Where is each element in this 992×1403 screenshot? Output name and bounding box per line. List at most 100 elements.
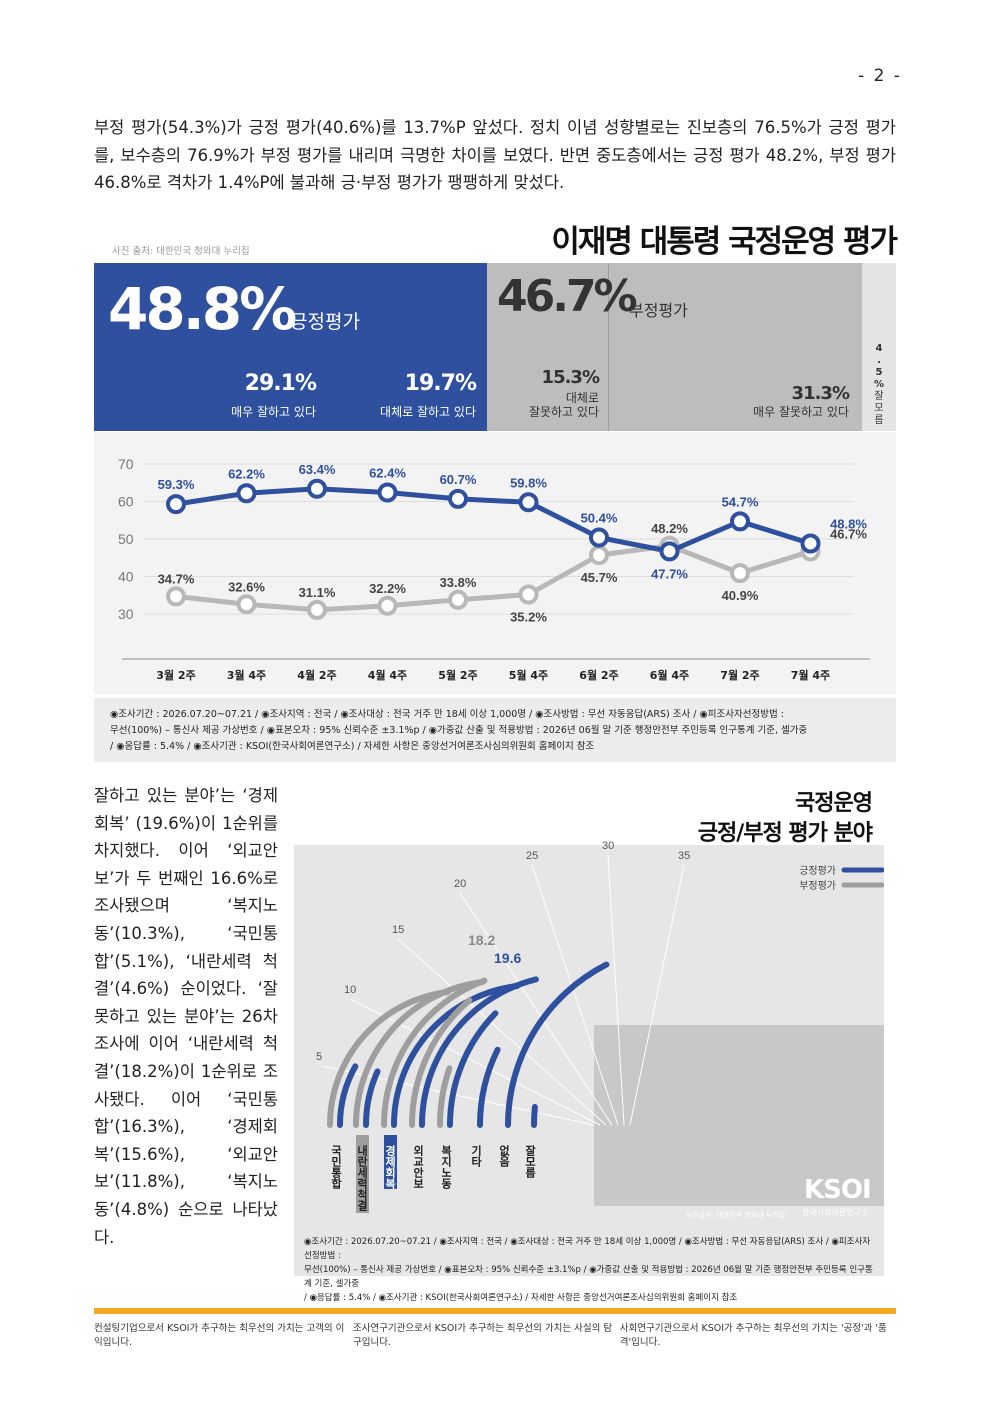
- negative-arc-bar: [409, 997, 473, 1128]
- negative-very-label: 매우 잘못하고 있다: [753, 405, 849, 419]
- survey-note-1: ◉조사기간 : 2026.07.20~07.21 / ◉조사지역 : 전국 / …: [94, 698, 896, 762]
- positive-somewhat-label: 대체로 잘하고 있다: [380, 405, 476, 419]
- category-label: 내란세력척결: [356, 1144, 369, 1211]
- intro-paragraph: 부정 평가(54.3%)가 긍정 평가(40.6%)를 13.7%P 앞섰다. …: [94, 118, 896, 192]
- positive-series-line: [175, 486, 812, 554]
- positive-very-value: 29.1%: [244, 371, 317, 396]
- category-label: 복지노동: [440, 1144, 453, 1190]
- data-label: 62.2%: [228, 466, 265, 481]
- negative-divider: [608, 263, 609, 431]
- trend-line-chart: 70 60 50 40 30 3월 2주 3월 4주 4월 2주 4월 4주 5월 2주 5월 4주…: [94, 432, 896, 694]
- survey-note-2: ◉조사기간 : 2026.07.20~07.21 / ◉조사지역 : 전국 / …: [294, 1230, 884, 1303]
- infographic2-title: 국정운영 긍정/부정 평가 분야: [697, 789, 873, 849]
- unknown-band: 4 . 5 % 잘 모 름: [862, 263, 896, 431]
- category-label: 외교안보: [412, 1144, 425, 1189]
- legend-label: 긍정평가: [799, 865, 836, 877]
- data-label: 54.7%: [722, 494, 759, 509]
- positive-point: [730, 511, 750, 532]
- unknown-text: 4 . 5 % 잘 모 름: [873, 343, 885, 426]
- footer-text: 사회연구기관으로서 KSOI가 추구하는 최우선의 가치는 '공정'과 '품격'…: [619, 1323, 887, 1348]
- data-label: 47.7%: [651, 566, 688, 581]
- data-label: 62.4%: [369, 466, 406, 481]
- negative-somewhat-value: 15.3%: [541, 367, 600, 388]
- positive-point: [800, 533, 821, 554]
- negative-point: [589, 545, 609, 566]
- x-tick-label: 7월 2주: [720, 668, 759, 682]
- positive-very-label: 매우 잘하고 있다: [231, 405, 316, 419]
- footer-text: 컨설팅기업으로서 KSOI가 추구하는 최우선의 가치는 고객의 이익입니다.: [94, 1323, 345, 1348]
- positive-point: [307, 478, 327, 499]
- x-tick-label: 6월 4주: [650, 668, 689, 682]
- data-label: 46.7%: [830, 526, 867, 541]
- president-photo: [594, 1025, 884, 1206]
- negative-label: 부정평가: [629, 301, 688, 320]
- legend-label: 부정평가: [799, 880, 836, 892]
- data-label: 32.6%: [228, 579, 265, 594]
- survey-note-line: 무선(100%) – 통신사 제공 가상번호 / ◉표본오차 : 95% 신뢰수…: [110, 725, 808, 736]
- data-label: 40.9%: [722, 588, 759, 603]
- positive-point: [166, 494, 186, 515]
- positive-total: 48.8%: [108, 275, 297, 343]
- y-tick-label: 70: [118, 456, 134, 472]
- survey-note-line: 무선(100%) – 통신사 제공 가상번호 / ◉표본오차 : 95% 신뢰수…: [304, 1265, 873, 1289]
- negative-band: 46.7% 부정평가 15.3% 대체로 잘못하고 있다 31.3% 매우 잘못…: [487, 263, 862, 431]
- ksoi-subtitle: 한국사회여론연구소: [802, 1208, 869, 1217]
- photo-source: 사진 출처: 대한민국 청와대 누리집: [112, 246, 250, 257]
- negative-series-line: [175, 543, 812, 613]
- field-evaluation-infographic: KSOI 한국사회여론연구소 사진출처: 대한민국 청와대 누리집 국정운영 긍…: [294, 775, 884, 1303]
- photo-credit: 사진출처: 대한민국 청와대 누리집: [686, 1211, 786, 1219]
- positive-point: [659, 541, 680, 562]
- category-highlight: [384, 1135, 397, 1189]
- title-line2: 긍정/부정 평가 분야: [697, 821, 873, 846]
- radial-tick-label: 25: [526, 850, 538, 862]
- positive-arc-bar: [391, 983, 521, 1128]
- negative-point: [377, 595, 398, 616]
- data-label: 50.4%: [581, 511, 618, 526]
- negative-point: [166, 586, 186, 607]
- negative-total: 46.7%: [497, 271, 638, 322]
- radial-tick-label: 5: [316, 1051, 322, 1063]
- footer-text: 조사연구기관으로서 KSOI가 추구하는 최우선의 가치는 사실의 탐구입니다.: [352, 1323, 613, 1348]
- data-label: 60.7%: [440, 472, 477, 487]
- positive-arc-bar: [337, 1063, 359, 1128]
- negative-point: [518, 584, 539, 605]
- radial-guide: [607, 854, 625, 1126]
- negative-arc-bar: [353, 979, 486, 1128]
- data-label: 48.2%: [651, 521, 688, 536]
- survey-note-line: ◉조사기간 : 2026.07.20~07.21 / ◉조사지역 : 전국 / …: [304, 1237, 871, 1261]
- y-tick-label: 40: [118, 569, 134, 585]
- positive-arc-bar: [531, 1104, 538, 1128]
- radial-guide: [459, 892, 613, 1126]
- radial-tick-label: 35: [678, 850, 690, 862]
- data-label: 31.1%: [299, 585, 336, 600]
- data-label: 34.7%: [158, 571, 195, 586]
- x-tick-label: 6월 2주: [579, 668, 618, 682]
- negative-point: [307, 599, 327, 620]
- category-label: 국민통합: [330, 1145, 343, 1189]
- category-label: 기타: [470, 1144, 483, 1168]
- positive-label: 긍정평가: [290, 311, 360, 333]
- footer: 컨설팅기업으로서 KSOI가 추구하는 최우선의 가치는 고객의 이익입니다. …: [94, 1320, 896, 1348]
- radial-tick-label: 30: [602, 840, 614, 852]
- radial-guide: [531, 864, 619, 1126]
- positive-point: [518, 492, 539, 513]
- ksoi-logo: KSOI: [804, 1175, 872, 1205]
- negative-point: [730, 563, 750, 584]
- data-label: 59.3%: [158, 477, 195, 492]
- page-number: - 2 -: [858, 66, 902, 86]
- category-label: 잘모름: [524, 1145, 537, 1178]
- y-tick-label: 30: [118, 606, 134, 622]
- negative-point: [448, 589, 468, 610]
- x-tick-label: 3월 2주: [156, 668, 195, 682]
- negative-somewhat-label2: 잘못하고 있다: [528, 405, 599, 419]
- data-label: 35.2%: [510, 610, 547, 625]
- data-label: 63.4%: [299, 462, 336, 477]
- x-tick-label: 5월 2주: [438, 668, 477, 682]
- radial-guide: [397, 938, 607, 1126]
- negative-very-value: 31.3%: [791, 383, 850, 404]
- radial-guide: [629, 864, 685, 1126]
- trend-chart-svg: 70 60 50 40 30 3월 2주 3월 4주 4월 2주 4월 4주 5월 2주 5월 4주…: [118, 456, 870, 682]
- survey-note-line: ◉조사기간 : 2026.07.20~07.21 / ◉조사지역 : 전국 / …: [110, 709, 784, 720]
- positive-arc-bar: [362, 1068, 381, 1128]
- survey-note-line: / ◉응답률 : 5.4% / ◉조사기관 : KSOI(한국사회여론연구소) …: [304, 1293, 738, 1303]
